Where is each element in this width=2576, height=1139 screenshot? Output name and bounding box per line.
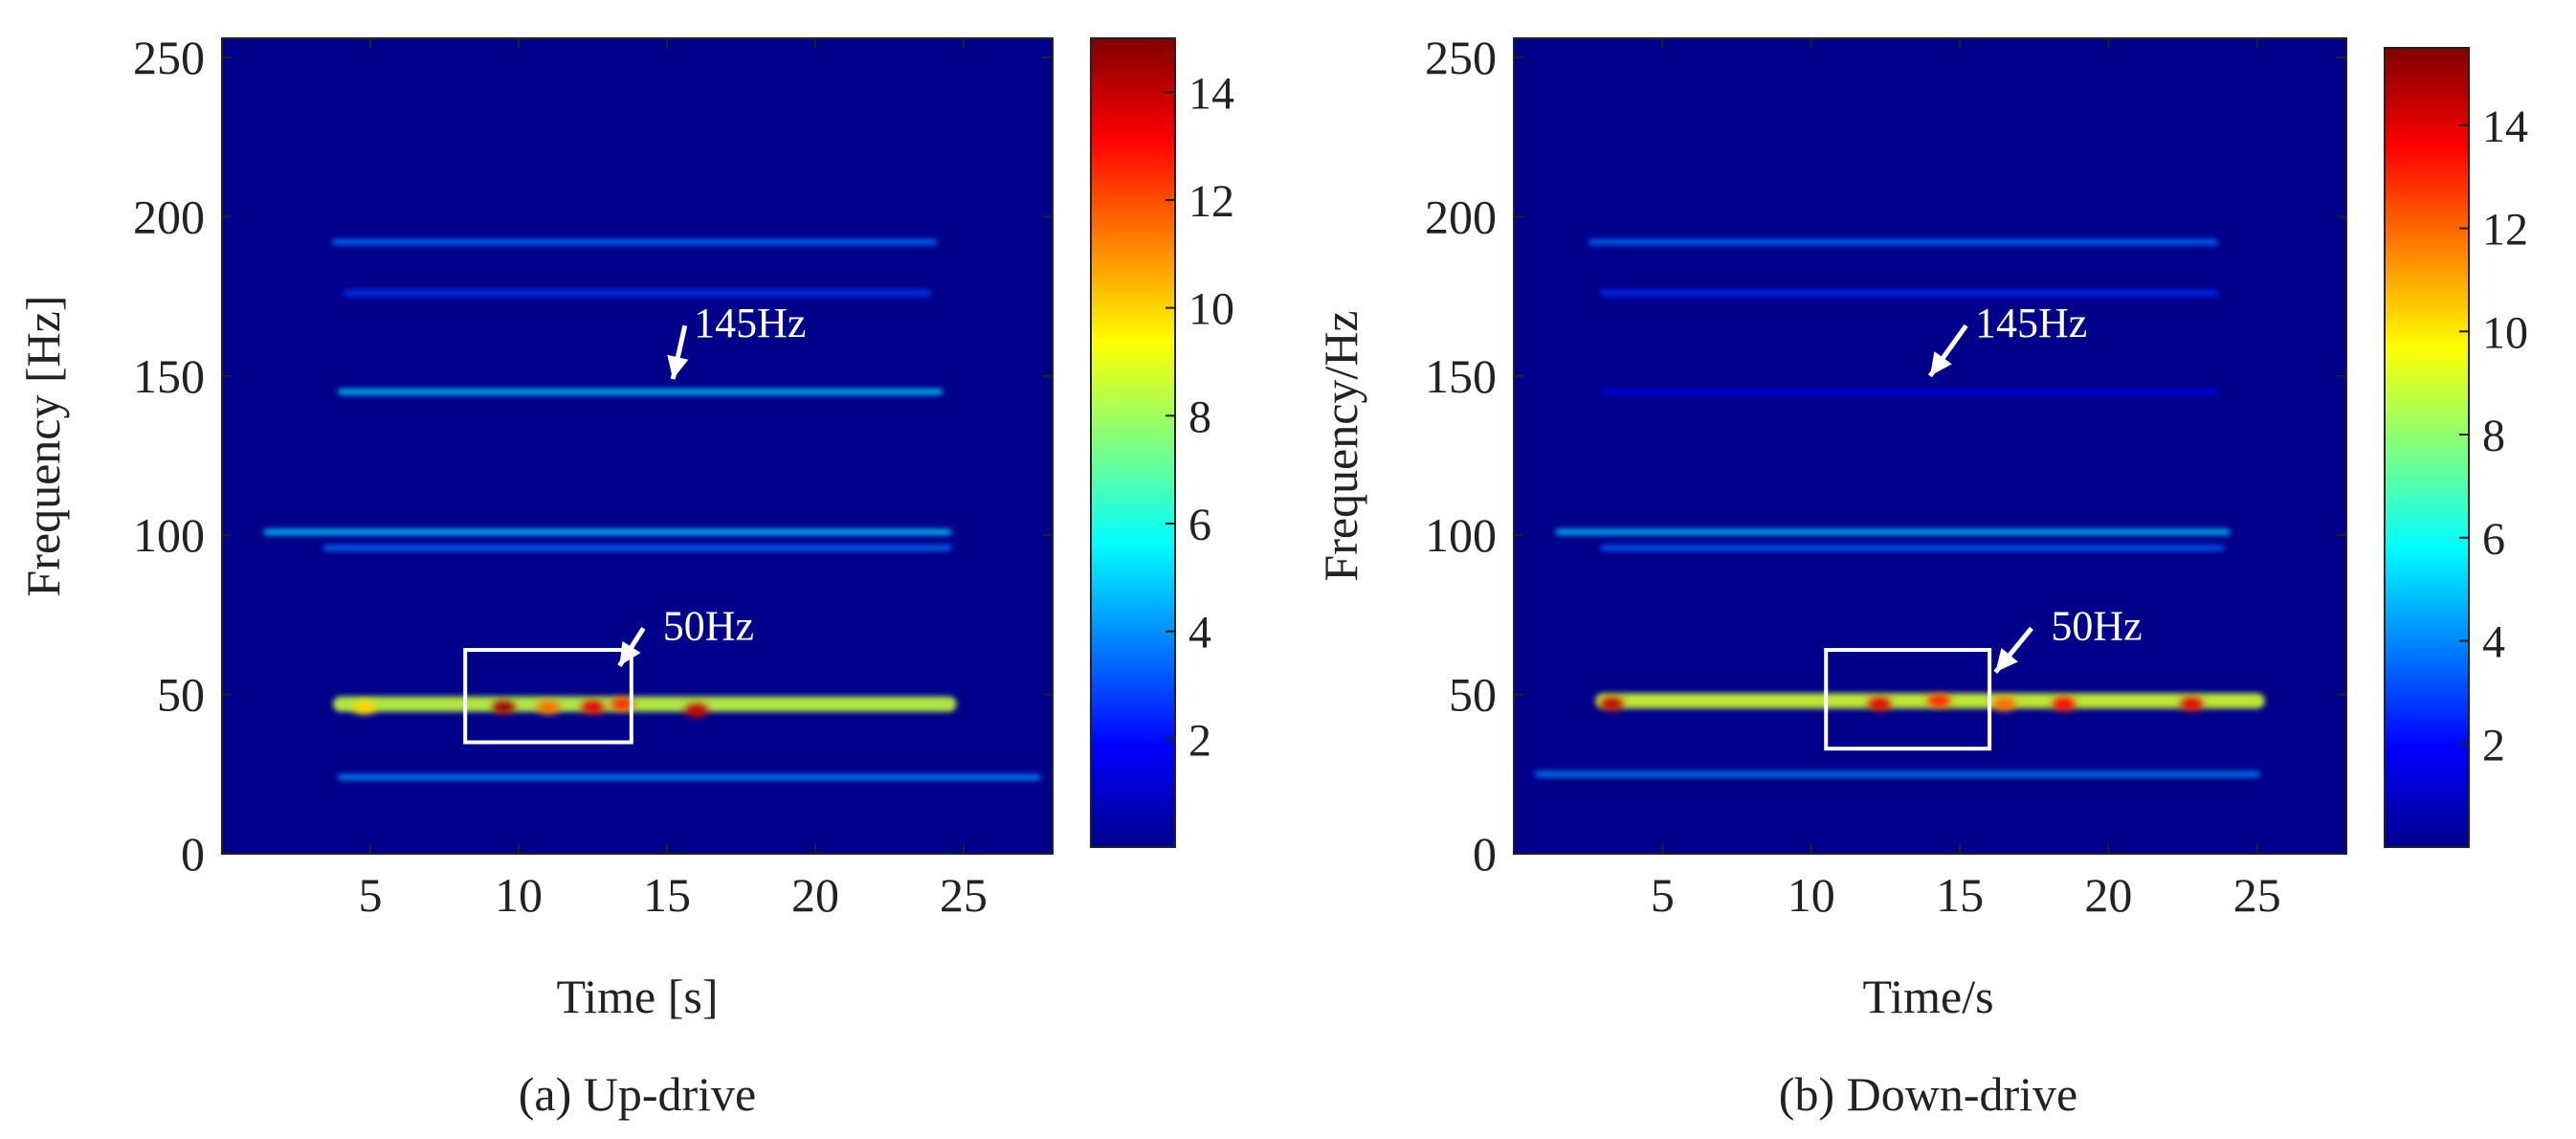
colorbar-tick-label: 14 <box>1188 68 1234 119</box>
panel-a: 145Hz 50Hz 5 10 15 20 25 0 50 100 150 200 250 Time… <box>16 31 1234 1121</box>
x-tick-label: 15 <box>643 868 691 922</box>
caption-a: (a) Up-drive <box>519 1067 757 1121</box>
colorbar-b <box>2384 47 2470 848</box>
colorbar-tick-label: 6 <box>2482 514 2505 565</box>
colorbar-tick-label: 12 <box>2482 205 2528 256</box>
colorbar-tick-label: 4 <box>2482 617 2505 668</box>
hotspot <box>1927 694 1951 708</box>
colorbar-tick-label: 4 <box>1188 608 1211 659</box>
y-tick-label: 200 <box>1425 190 1497 243</box>
hotspot <box>1992 697 2016 711</box>
hotspot <box>2052 697 2076 711</box>
x-tick-label: 20 <box>791 868 839 922</box>
y-tick-label: 250 <box>133 31 205 84</box>
y-axis-label-b: Frequency/Hz <box>1314 310 1367 581</box>
hotspot <box>2180 697 2204 711</box>
hotspot <box>492 700 516 714</box>
annotation-label: 50Hz <box>663 602 754 649</box>
colorbar-tick-label: 14 <box>2482 101 2528 152</box>
y-tick-label: 50 <box>157 668 205 722</box>
x-ticks-b: 5 10 15 20 25 <box>1651 38 2281 922</box>
colorbar-tick-label: 6 <box>1188 500 1211 550</box>
y-axis-label-a: Frequency [Hz] <box>16 295 70 596</box>
x-ticks-a: 5 10 15 20 25 <box>359 38 988 922</box>
colorbar-tick-label: 12 <box>1188 176 1234 227</box>
x-tick-label: 25 <box>2233 868 2281 922</box>
y-tick-label: 200 <box>133 190 205 243</box>
plot-area-b <box>1514 38 2346 854</box>
colorbar-ticks-a: 2 4 6 8 10 12 14 <box>1166 68 1234 766</box>
annotation-arrowhead <box>1995 648 2018 673</box>
colorbar-tick-label: 10 <box>1188 284 1234 335</box>
annotation-arrowhead <box>667 354 689 380</box>
x-tick-label: 20 <box>2084 868 2132 922</box>
y-tick-label: 250 <box>1425 31 1497 84</box>
annotation-arrowhead <box>619 640 641 666</box>
plot-frame-a <box>221 37 1054 855</box>
colorbar-tick-label: 2 <box>1188 715 1211 766</box>
highlight-box-a <box>463 648 633 745</box>
y-tick-label: 150 <box>133 349 205 403</box>
colorbar-ticks-b: 2 4 6 8 10 12 14 <box>2459 101 2528 770</box>
colorbar-a <box>1090 37 1176 848</box>
hotspot <box>1600 697 1624 711</box>
y-tick-label: 100 <box>1425 508 1497 562</box>
annotation-label: 145Hz <box>1975 300 2087 346</box>
x-tick-label: 10 <box>1788 868 1835 922</box>
panel-b: 145Hz 50Hz 5 10 15 20 25 0 50 100 150 200 250 Time… <box>1314 31 2528 1121</box>
annotation-arrowhead <box>1930 351 1952 376</box>
annotations-b: 145Hz 50Hz <box>1927 300 2143 674</box>
hotspot <box>1868 697 1892 711</box>
colorbar-tick-label: 8 <box>2482 411 2505 461</box>
x-tick-label: 10 <box>495 868 543 922</box>
y-tick-label: 100 <box>133 508 205 562</box>
y-tick-label: 0 <box>1473 827 1497 881</box>
y-ticks-b: 0 50 100 150 200 250 <box>1425 31 2346 881</box>
x-axis-label-a: Time [s] <box>556 970 718 1023</box>
hotspot <box>685 704 708 718</box>
ridges-a <box>263 239 1041 781</box>
caption-b: (b) Down-drive <box>1779 1067 2077 1121</box>
colorbar-tick-label: 8 <box>1188 391 1211 442</box>
hotspot <box>537 700 560 714</box>
y-ticks-a: 0 50 100 150 200 250 <box>133 31 1053 881</box>
x-tick-label: 25 <box>940 868 988 922</box>
hotspots-b <box>1600 694 2204 711</box>
plot-frame-b <box>1513 37 2347 855</box>
y-tick-label: 0 <box>181 827 205 881</box>
hotspot <box>611 697 634 711</box>
colorbar-tick-label: 10 <box>2482 307 2528 358</box>
annotation-label: 145Hz <box>694 300 806 346</box>
y-tick-label: 150 <box>1425 349 1497 403</box>
annotation-label: 50Hz <box>2051 602 2142 649</box>
colorbar-tick-label: 2 <box>2482 720 2505 770</box>
x-tick-label: 15 <box>1936 868 1984 922</box>
plot-area-a <box>222 38 1053 854</box>
x-axis-label-b: Time/s <box>1862 970 1993 1023</box>
y-tick-label: 50 <box>1449 668 1497 722</box>
x-tick-label: 5 <box>1651 868 1675 922</box>
hotspots-a <box>352 697 708 718</box>
annotations-a: 145Hz 50Hz <box>617 300 806 667</box>
hotspot <box>581 700 605 714</box>
hotspot <box>352 700 376 714</box>
x-tick-label: 5 <box>359 868 383 922</box>
highlight-box-b <box>1824 648 1992 751</box>
